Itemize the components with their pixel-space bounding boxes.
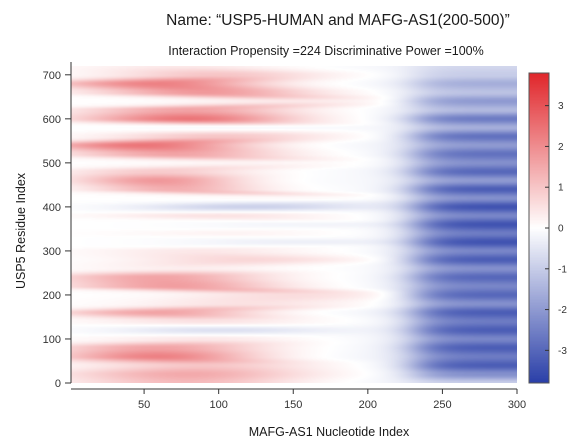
colorbar: 3 2 1 0 -1 -2 -3 xyxy=(528,72,567,384)
y-tick-label: 0 xyxy=(55,378,61,390)
x-axis-label: MAFG-AS1 Nucleotide Index xyxy=(249,425,410,439)
colorbar-tick-label: -2 xyxy=(558,305,567,316)
x-tick-label: 300 xyxy=(508,399,526,411)
x-axis: 50 100 150 200 250 300 xyxy=(71,388,526,411)
y-tick-label: 500 xyxy=(43,158,61,170)
y-tick-label: 200 xyxy=(43,290,61,302)
colorbar-tick-label: 0 xyxy=(558,224,564,235)
chart-title: Name: “USP5-HUMAN and MAFG-AS1(200-500)” xyxy=(166,12,510,29)
colorbar-tick-label: -3 xyxy=(558,346,567,357)
x-tick-label: 100 xyxy=(209,399,227,411)
y-tick-label: 400 xyxy=(43,202,61,214)
chart-subtitle: Interaction Propensity =224 Discriminati… xyxy=(168,44,483,58)
y-tick-label: 700 xyxy=(43,70,61,82)
colorbar-gradient xyxy=(529,73,549,383)
colorbar-tick-label: 1 xyxy=(558,183,564,194)
x-tick-label: 150 xyxy=(284,399,302,411)
colorbar-tick-label: 2 xyxy=(558,142,564,153)
y-axis: 0 100 200 300 400 500 600 700 xyxy=(43,62,72,390)
x-tick-label: 200 xyxy=(359,399,377,411)
heatmap-image xyxy=(71,66,517,383)
heatmap-plot-area xyxy=(71,66,517,383)
y-tick-label: 600 xyxy=(43,114,61,126)
colorbar-tick-label: -1 xyxy=(558,264,567,275)
y-tick-label: 300 xyxy=(43,246,61,258)
x-tick-label: 250 xyxy=(433,399,451,411)
y-tick-label: 100 xyxy=(43,334,61,346)
x-tick-label: 50 xyxy=(138,399,150,411)
y-axis-label: USP5 Residue Index xyxy=(14,172,28,289)
colorbar-tick-label: 3 xyxy=(558,101,564,112)
